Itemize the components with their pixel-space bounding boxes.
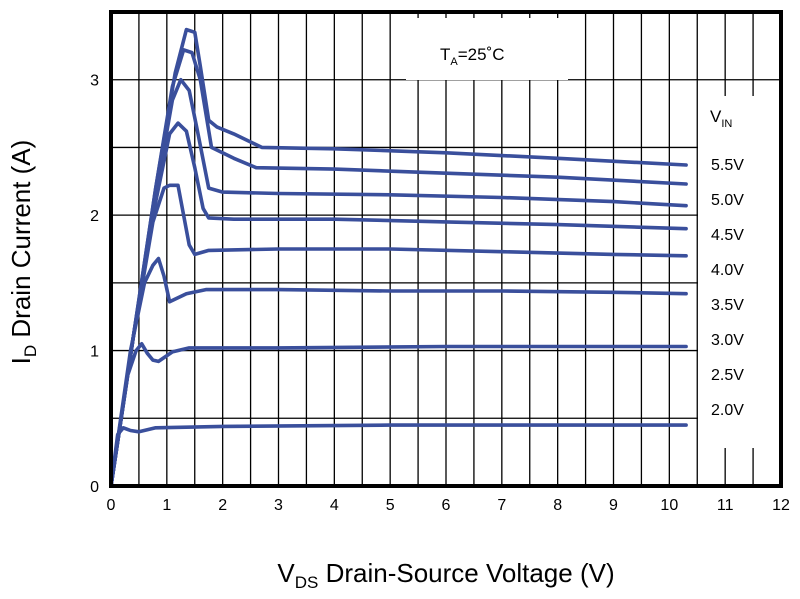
series-line bbox=[109, 77, 688, 488]
x-tick-label: 12 bbox=[772, 497, 790, 514]
temperature-annotation: TA=25˚C bbox=[440, 45, 505, 68]
x-axis-title-rest: Drain-Source Voltage (V) bbox=[318, 558, 614, 588]
annotation-suffix: =25˚C bbox=[458, 45, 505, 64]
x-tick-label: 10 bbox=[660, 497, 678, 514]
y-axis-title-rest: Drain Current (A) bbox=[6, 140, 36, 345]
y-axis-title-main: I bbox=[6, 357, 36, 364]
y-axis-title-sub: D bbox=[21, 345, 40, 357]
series-label: 3.0V bbox=[711, 332, 744, 349]
series-line bbox=[109, 27, 688, 488]
x-tick-label: 0 bbox=[107, 497, 116, 514]
series-line bbox=[109, 256, 688, 488]
x-tick-label: 1 bbox=[162, 497, 171, 514]
series-label: 2.0V bbox=[711, 402, 744, 419]
legend-title-sub: IN bbox=[721, 118, 732, 130]
series-label: 5.5V bbox=[711, 157, 744, 174]
series-label: 5.0V bbox=[711, 192, 744, 209]
y-tick-label: 3 bbox=[90, 73, 99, 90]
y-tick-label: 2 bbox=[90, 208, 99, 225]
legend-box bbox=[698, 96, 780, 448]
x-tick-label: 8 bbox=[553, 497, 562, 514]
series-line bbox=[109, 48, 688, 488]
y-tick-label: 0 bbox=[90, 479, 99, 496]
plot-frame bbox=[109, 10, 783, 488]
y-axis-title: ID Drain Current (A) bbox=[6, 140, 40, 365]
x-tick-label: 2 bbox=[218, 497, 227, 514]
series-label: 3.5V bbox=[711, 297, 744, 314]
x-axis-title: VDS Drain-Source Voltage (V) bbox=[277, 558, 614, 592]
annotation-box bbox=[406, 18, 568, 80]
x-axis-title-sub: DS bbox=[295, 573, 319, 592]
x-tick-label: 9 bbox=[609, 497, 618, 514]
curves bbox=[109, 27, 688, 488]
series-line bbox=[109, 341, 688, 488]
series-label: 4.5V bbox=[711, 227, 744, 244]
legend-title: VIN bbox=[710, 107, 732, 130]
y-tick-label: 1 bbox=[90, 344, 99, 361]
x-axis-title-main: V bbox=[277, 558, 295, 588]
x-tick-label: 11 bbox=[717, 497, 734, 514]
x-tick-label: 7 bbox=[497, 497, 506, 514]
series-labels: 5.5V 5.0V 4.5V 4.0V 3.5V 3.0V 2.5V 2.0V bbox=[711, 157, 744, 419]
series-line bbox=[109, 183, 688, 488]
series-label: 4.0V bbox=[711, 262, 744, 279]
x-tick-label: 6 bbox=[442, 497, 451, 514]
x-tick-label: 5 bbox=[386, 497, 395, 514]
x-tick-label: 3 bbox=[274, 497, 283, 514]
series-label: 2.5V bbox=[711, 367, 744, 384]
annotation-main: T bbox=[440, 45, 450, 64]
annotation-sub: A bbox=[450, 56, 458, 68]
series-line bbox=[109, 121, 688, 488]
legend-title-main: V bbox=[710, 107, 722, 126]
x-tick-label: 4 bbox=[330, 497, 339, 514]
series-line bbox=[109, 423, 688, 488]
